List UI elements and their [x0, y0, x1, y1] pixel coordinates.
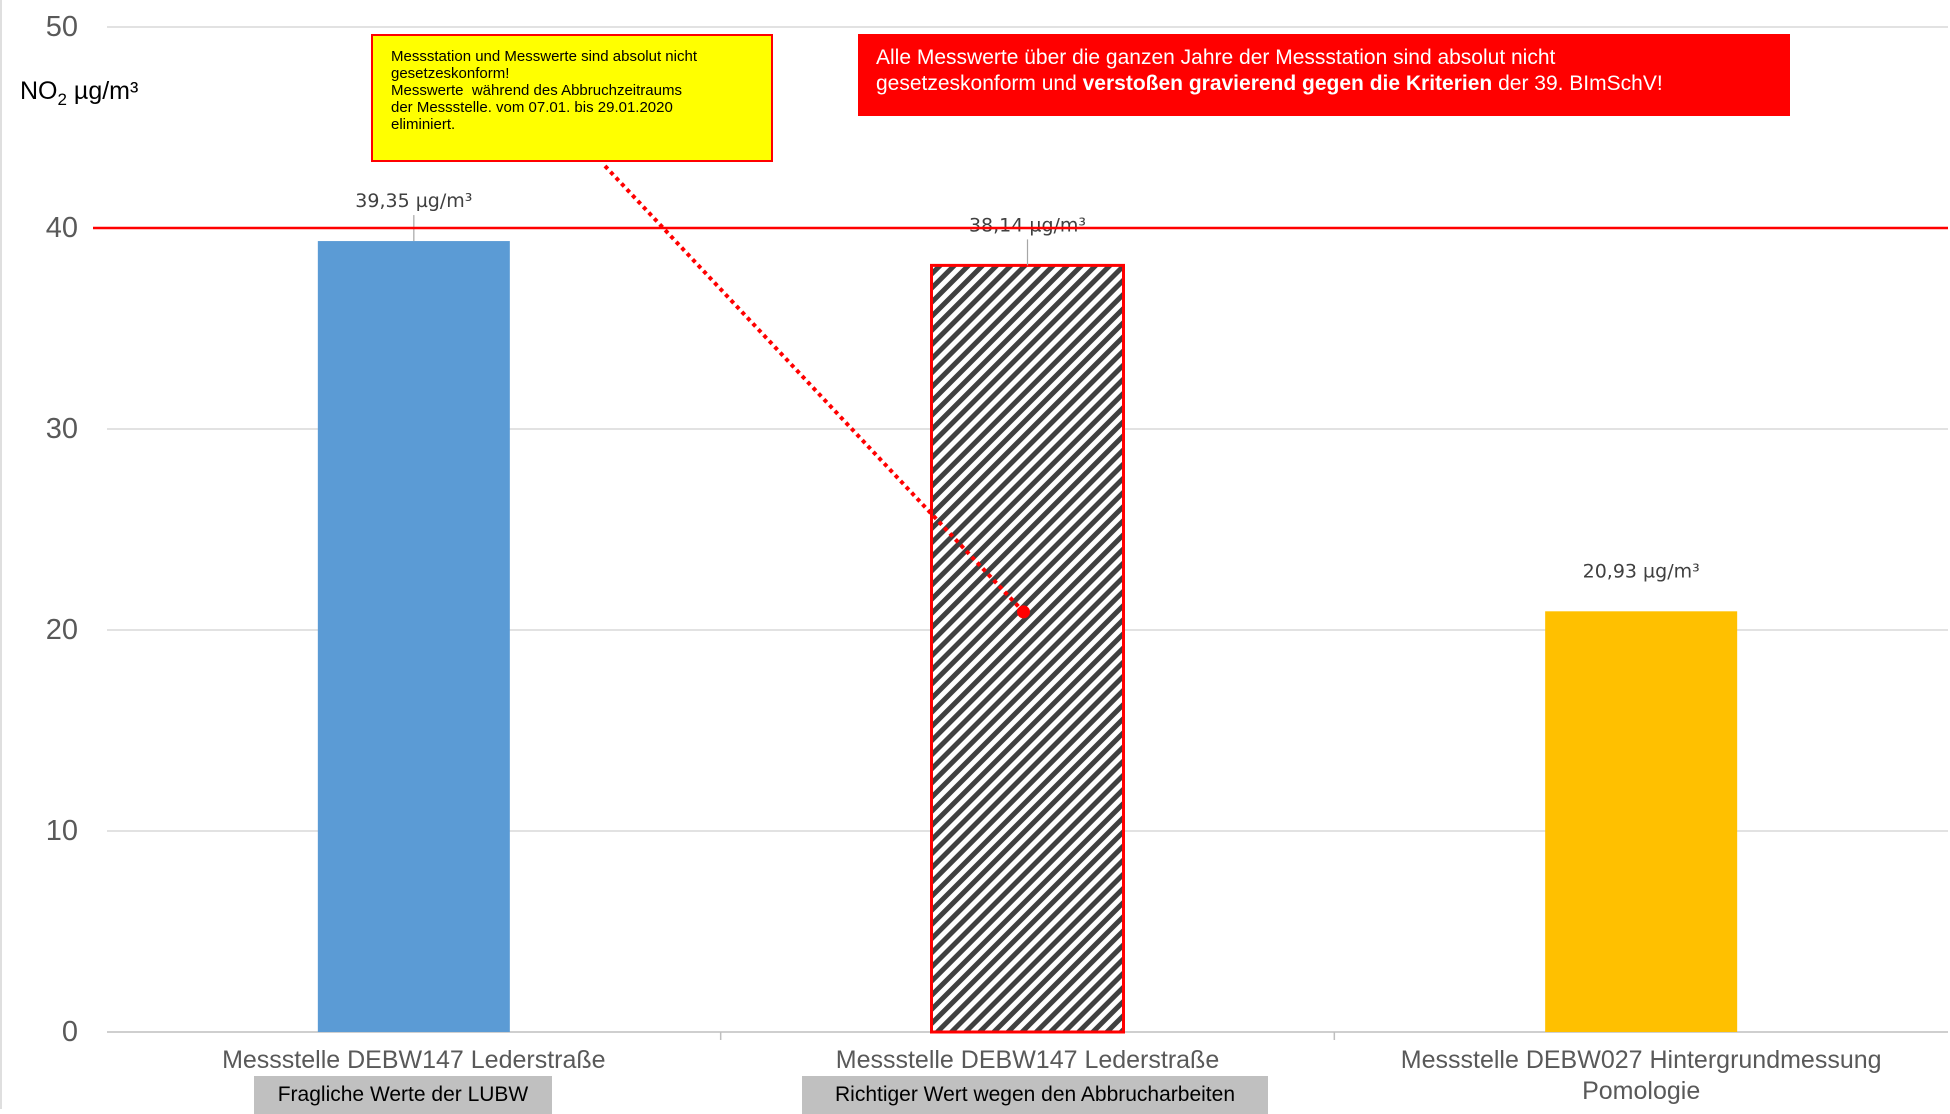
red-note-text: der 39. BImSchV!: [1492, 72, 1663, 95]
red-note-line-2: gesetzeskonform und verstoßen gravierend…: [876, 71, 1790, 97]
red-note-line-1: Alle Messwerte über die ganzen Jahre der…: [876, 46, 1556, 69]
red-annotation-box: Alle Messwerte über die ganzen Jahre der…: [858, 34, 1790, 116]
bar: [317, 241, 510, 1032]
y-axis-label: NO2 µg/m³: [20, 77, 138, 109]
yellow-annotation-box: Messstation und Messwerte sind absolut n…: [371, 34, 773, 162]
annotation-arrow: [603, 164, 1025, 614]
data-label: 38,14 µg/m³: [969, 214, 1086, 236]
category-label: Messstelle DEBW147 Lederstraße: [222, 1046, 605, 1074]
y-tick-label: 40: [46, 212, 78, 244]
yellow-note-line: eliminiert.: [391, 116, 456, 133]
category-label: Messstelle DEBW027 Hintergrundmessung: [1401, 1046, 1882, 1074]
yellow-note-line: der Messstelle. vom 07.01. bis 29.01.202…: [391, 99, 673, 116]
y-tick-label: 10: [46, 815, 78, 847]
red-note-bold-text: verstoßen gravierend gegen die Kriterien: [1082, 72, 1493, 95]
yellow-note-line: Messwerte während des Abbruchzeitraums: [391, 82, 682, 99]
bar: [930, 263, 1125, 1034]
category-sublabel-1: Fragliche Werte der LUBW: [254, 1076, 552, 1114]
category-sublabel-2: Richtiger Wert wegen den Abbrucharbeiten: [802, 1076, 1268, 1114]
annotation-arrow-dot: [1017, 605, 1030, 619]
bar: [1545, 611, 1738, 1032]
red-note-text: gesetzeskonform und: [876, 72, 1083, 95]
y-tick-label: 0: [62, 1016, 78, 1048]
y-tick-label: 50: [46, 11, 78, 43]
data-label: 39,35 µg/m³: [355, 190, 472, 212]
y-tick-label: 30: [46, 413, 78, 445]
data-label: 20,93 µg/m³: [1583, 560, 1700, 582]
category-label: Messstelle DEBW147 Lederstraße: [836, 1046, 1219, 1074]
category-label: Pomologie: [1582, 1077, 1700, 1105]
yellow-note-line: Messstation und Messwerte sind absolut n…: [391, 48, 697, 65]
yellow-note-line: gesetzeskonform!: [391, 65, 510, 82]
y-tick-label: 20: [46, 614, 78, 646]
